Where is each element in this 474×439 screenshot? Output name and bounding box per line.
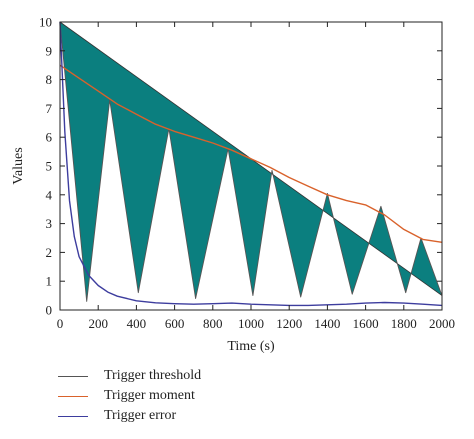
legend-swatch <box>58 375 88 377</box>
legend-label: Trigger error <box>104 408 177 423</box>
legend-item: Trigger threshold <box>58 366 201 386</box>
legend-swatch <box>58 395 88 397</box>
y-tick-label: 1 <box>46 274 53 289</box>
series-line-trigger-threshold <box>59 21 443 302</box>
y-tick-label: 9 <box>46 43 53 58</box>
series-line-trigger-error <box>59 21 443 307</box>
x-tick-label: 1200 <box>276 316 302 331</box>
x-tick-label: 1400 <box>314 316 340 331</box>
threshold-fill <box>60 22 442 302</box>
legend-label: Trigger threshold <box>104 368 202 383</box>
y-axis-title: Values <box>11 147 26 184</box>
threshold-fill-area <box>59 21 443 302</box>
x-tick-label: 1600 <box>353 316 379 331</box>
series-lines <box>59 21 443 307</box>
y-tick-label: 6 <box>46 130 53 145</box>
y-tick-label: 10 <box>39 15 52 30</box>
y-tick-label: 3 <box>46 216 53 231</box>
y-tick-label: 7 <box>46 101 53 116</box>
x-tick-label: 800 <box>203 316 223 331</box>
x-tick-label: 1800 <box>391 316 417 331</box>
x-axis-title: Time (s) <box>227 339 275 354</box>
y-tick-label: 0 <box>46 303 53 318</box>
legend: Trigger threshold Trigger moment Trigger… <box>58 366 201 426</box>
x-tick-label: 200 <box>88 316 108 331</box>
series-line-trigger-moment <box>59 64 443 243</box>
legend-item: Trigger moment <box>58 386 201 406</box>
x-tick-label: 0 <box>57 316 64 331</box>
x-tick-label: 400 <box>127 316 147 331</box>
x-tick-label: 600 <box>165 316 185 331</box>
x-tick-label: 2000 <box>429 316 455 331</box>
y-tick-label: 8 <box>46 72 53 87</box>
y-tick-label: 2 <box>46 245 53 260</box>
axis-ticks: 0 200 400 600 800 1000 1200 1400 1600 1800 2000 0 1 2… <box>39 15 455 332</box>
legend-label: Trigger moment <box>104 388 195 403</box>
x-tick-label: 1000 <box>238 316 264 331</box>
legend-swatch <box>58 415 88 417</box>
legend-item: Trigger error <box>58 406 201 426</box>
y-tick-label: 5 <box>46 159 53 174</box>
y-tick-label: 4 <box>46 187 53 202</box>
